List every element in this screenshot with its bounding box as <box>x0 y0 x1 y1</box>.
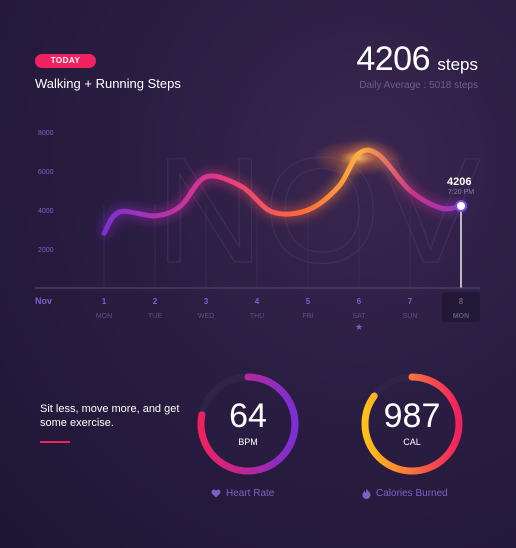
heart-rate-caption[interactable]: Heart Rate <box>211 488 274 499</box>
calories-ring <box>361 373 463 475</box>
y-tick-label: 4000 <box>38 208 54 215</box>
selected-point[interactable] <box>455 199 467 212</box>
x-tick-weekday[interactable]: MON <box>96 313 112 320</box>
x-tick-day[interactable]: 3 <box>204 297 209 306</box>
y-tick-label: 2000 <box>38 247 54 254</box>
selected-time: 7:20 PM <box>448 189 475 196</box>
x-tick-day[interactable]: 5 <box>306 297 311 306</box>
steps-unit: steps <box>437 55 478 74</box>
x-tick-weekday[interactable]: TUE <box>148 313 162 320</box>
y-tick-label: 6000 <box>38 169 54 176</box>
accent-divider <box>40 441 70 443</box>
calories-value: 987 <box>383 397 441 435</box>
steps-value: 4206 <box>356 40 430 78</box>
heart-rate-label: Heart Rate <box>226 488 275 499</box>
x-tick-day[interactable]: 1 <box>102 297 107 306</box>
selected-value: 4206 <box>447 176 472 188</box>
month-label: Nov <box>35 296 52 306</box>
x-tick-day[interactable]: 6 <box>357 297 362 306</box>
daily-average: Daily Average : 5018 steps <box>359 80 478 91</box>
today-badge[interactable]: TODAY <box>35 54 96 68</box>
calories-label: Calories Burned <box>376 488 448 500</box>
x-tick-day[interactable]: 2 <box>153 297 158 306</box>
heart-rate-unit: BPM <box>238 437 258 447</box>
star-icon: ★ <box>355 323 363 333</box>
heart-rate-value: 64 <box>229 397 267 435</box>
x-tick-weekday[interactable]: SUN <box>403 313 418 320</box>
motivation-text: Sit less, move more, and get some exerci… <box>40 403 180 429</box>
x-tick-weekday[interactable]: WED <box>198 313 214 320</box>
calories-unit: CAL <box>403 437 421 447</box>
x-tick-day[interactable]: 7 <box>408 297 413 306</box>
calories-caption[interactable]: Calories Burned <box>362 488 448 499</box>
y-tick-label: 8000 <box>38 130 54 137</box>
steps-line <box>101 147 464 236</box>
x-tick-weekday[interactable]: SAT <box>352 313 366 320</box>
heart-rate-ring <box>197 373 299 475</box>
heart-icon <box>211 489 221 498</box>
chart-title: Walking + Running Steps <box>35 76 181 91</box>
selected-day-highlight <box>442 292 480 322</box>
x-tick-weekday[interactable]: THU <box>250 313 264 320</box>
x-tick-weekday[interactable]: FRI <box>302 313 313 320</box>
x-tick-day[interactable]: 4 <box>255 297 260 306</box>
flame-icon <box>362 488 371 499</box>
